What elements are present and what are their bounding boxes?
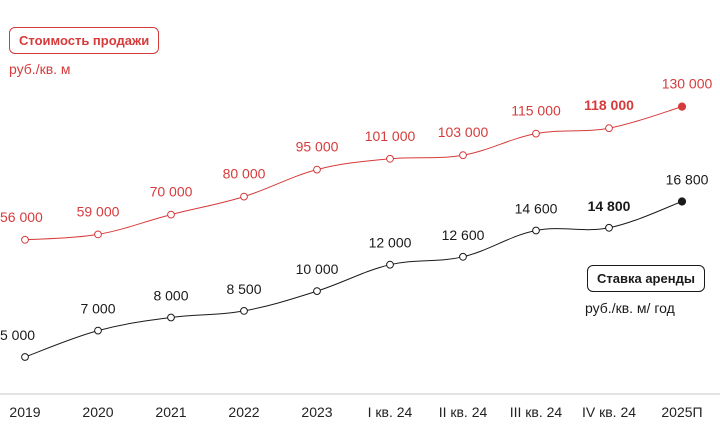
- x-tick-label: 2019: [9, 404, 40, 420]
- sale-unit-label: руб./кв. м: [9, 61, 71, 77]
- sale-series: 56 000 59 000 70 000 80 000 95 000 101 000 103…: [0, 76, 713, 244]
- data-label: 16 800: [666, 172, 709, 188]
- data-point: [677, 197, 687, 206]
- data-point: [459, 151, 467, 160]
- data-point: [94, 230, 102, 239]
- data-point: [240, 192, 248, 201]
- x-axis: 2019 2020 2021 2022 2023 I кв. 24 II кв. 24 III…: [0, 393, 720, 420]
- data-point: [605, 124, 613, 133]
- sale-legend-label: Стоимость продажи: [9, 27, 160, 54]
- data-label: 103 000: [438, 124, 489, 140]
- data-label: 5 000: [0, 327, 35, 343]
- data-point: [313, 165, 321, 174]
- data-point: [94, 326, 102, 335]
- data-label: 14 800: [588, 198, 631, 214]
- rent-unit-label: руб./кв. м/ год: [585, 300, 675, 316]
- data-point: [313, 287, 321, 296]
- data-label: 56 000: [0, 209, 43, 225]
- data-label: 8 000: [153, 288, 188, 304]
- x-tick-label: 2020: [82, 404, 113, 420]
- rent-legend-label: Ставка аренды: [587, 265, 705, 292]
- data-label: 12 600: [442, 227, 485, 243]
- data-point: [167, 313, 175, 322]
- data-point: [240, 307, 248, 315]
- data-point: [532, 226, 540, 235]
- series-line: [24, 106, 683, 241]
- data-point: [386, 154, 394, 163]
- x-tick-label: 2022: [228, 404, 259, 420]
- data-label: 12 000: [369, 235, 412, 251]
- data-label: 130 000: [662, 76, 713, 92]
- data-point: [605, 223, 613, 232]
- rent-series: 5 000 7 000 8 000 8 500 10 000 12 000 12 600 14…: [0, 172, 709, 361]
- data-label: 95 000: [296, 139, 339, 155]
- data-point: [21, 353, 29, 361]
- x-tick-label: IV кв. 24: [582, 404, 636, 420]
- data-point: [386, 260, 394, 269]
- data-label: 14 600: [515, 201, 558, 217]
- data-label: 101 000: [365, 128, 416, 144]
- x-tick-label: 2023: [301, 404, 332, 420]
- data-label: 8 500: [226, 281, 261, 297]
- data-point: [167, 210, 175, 219]
- x-tick-label: 2021: [155, 404, 186, 420]
- data-label: 80 000: [223, 166, 266, 182]
- x-tick-label: II кв. 24: [439, 404, 488, 420]
- series-line: [24, 201, 683, 358]
- x-tick-label: 2025П: [661, 404, 702, 420]
- data-label: 7 000: [80, 301, 115, 317]
- x-tick-label: I кв. 24: [368, 404, 413, 420]
- x-tick-label: III кв. 24: [510, 404, 563, 420]
- data-label: 115 000: [511, 103, 561, 119]
- data-point: [21, 235, 29, 244]
- data-label: 10 000: [296, 261, 339, 277]
- data-label: 70 000: [150, 184, 193, 200]
- data-point: [677, 102, 687, 111]
- data-point: [459, 252, 467, 261]
- data-label: 59 000: [77, 203, 120, 219]
- data-point: [532, 129, 540, 138]
- data-label: 118 000: [584, 97, 634, 113]
